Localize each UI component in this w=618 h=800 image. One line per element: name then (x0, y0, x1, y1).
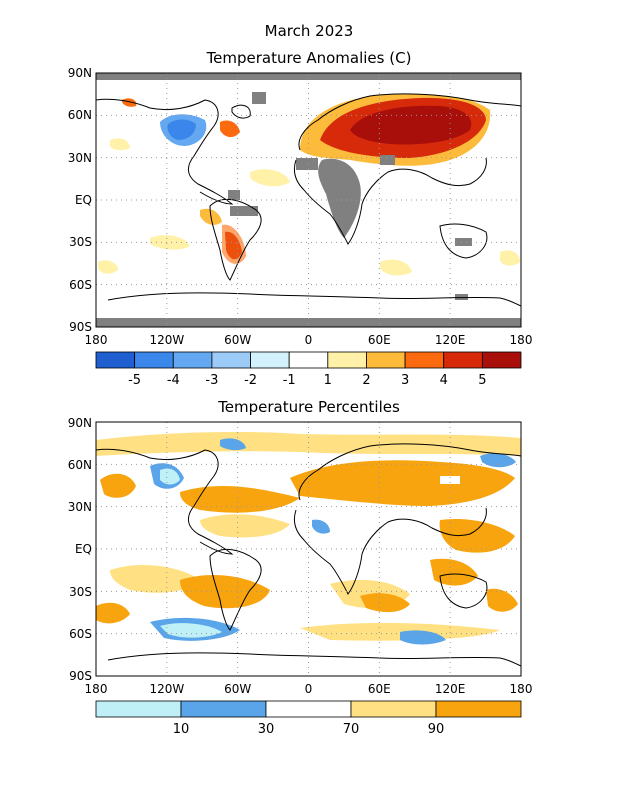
anomaly-map-title: Temperature Anomalies (C) (206, 49, 412, 67)
percentile-swatch-3 (350, 700, 437, 718)
percentile-label-90: 90 (428, 722, 445, 737)
lat-label-90n: 90N (68, 416, 92, 430)
percentile-grid-lines (96, 422, 521, 676)
missing-data-south-band (96, 318, 521, 327)
anomaly-colorbar: -5 -4 -3 -2 -1 1 2 3 4 5 (95, 351, 522, 388)
percentile-colorbar-swatches (95, 700, 522, 718)
anomaly-label-p5: 5 (478, 373, 486, 388)
anomaly-swatch-5 (288, 351, 329, 369)
missing-data-patches (228, 92, 472, 300)
anomaly-shading (98, 93, 520, 276)
lat-label-eq: EQ (75, 193, 92, 207)
anomaly-swatch-6 (327, 351, 367, 369)
anomaly-swatch-7 (366, 351, 406, 369)
lon-label-180w: 180 (85, 682, 108, 696)
anomaly-label-m3: -3 (205, 373, 218, 388)
lon-label-60e: 60E (368, 682, 391, 696)
anomaly-label-m5: -5 (128, 373, 141, 388)
anomaly-swatch-1 (134, 351, 174, 369)
anomaly-swatch-10 (481, 351, 522, 369)
anomaly-lat-axis: 90N 60N 30N EQ 30S 60S 90S (68, 66, 92, 334)
lat-label-60s: 60S (69, 627, 92, 641)
lon-label-120e: 120E (435, 682, 466, 696)
anomaly-swatch-9 (443, 351, 483, 369)
percentile-swatch-2 (265, 700, 352, 718)
percentile-label-70: 70 (343, 722, 360, 737)
lon-label-60e: 60E (368, 333, 391, 347)
percentile-swatch-4 (435, 700, 522, 718)
anomaly-swatch-8 (404, 351, 445, 369)
percentile-lon-axis: 180 120W 60W 0 60E 120E 180 (85, 682, 533, 696)
lat-label-30s: 30S (69, 235, 92, 249)
lon-label-180e: 180 (510, 333, 533, 347)
lat-label-60s: 60S (69, 278, 92, 292)
lon-label-180w: 180 (85, 333, 108, 347)
figure-title: March 2023 (265, 22, 354, 40)
lon-label-120w: 120W (149, 333, 184, 347)
anomaly-label-p1: 1 (324, 373, 332, 388)
anomaly-swatch-2 (172, 351, 213, 369)
missing-data-north-band (96, 73, 521, 80)
percentile-map-frame (95, 421, 522, 677)
lat-label-30n: 30N (68, 500, 92, 514)
lat-label-30s: 30S (69, 585, 92, 599)
anomaly-label-m2: -2 (244, 373, 257, 388)
percentile-label-10: 10 (173, 722, 190, 737)
percentile-lat-axis: 90N 60N 30N EQ 30S 60S 90S (68, 416, 92, 683)
anomaly-label-p3: 3 (401, 373, 409, 388)
lat-label-90n: 90N (68, 66, 92, 80)
anomaly-map-frame (95, 72, 522, 328)
lon-label-120w: 120W (149, 682, 184, 696)
percentile-colorbar: 10 30 70 90 (95, 700, 522, 737)
lon-label-60w: 60W (224, 682, 251, 696)
anomaly-colorbar-swatches (95, 351, 522, 369)
percentile-map (96, 422, 521, 676)
percentile-label-30: 30 (258, 722, 275, 737)
lat-label-60n: 60N (68, 458, 92, 472)
percentile-colorbar-labels: 10 30 70 90 (173, 722, 445, 737)
anomaly-label-p4: 4 (440, 373, 448, 388)
lon-label-180e: 180 (510, 682, 533, 696)
percentile-coastlines (96, 443, 521, 667)
coastlines (96, 93, 521, 307)
anomaly-swatch-3 (211, 351, 251, 369)
grid-lines (96, 73, 521, 327)
lon-label-0: 0 (305, 682, 313, 696)
percentile-map-title: Temperature Percentiles (217, 398, 400, 416)
percentile-swatch-1 (180, 700, 267, 718)
lat-label-30n: 30N (68, 151, 92, 165)
lon-label-60w: 60W (224, 333, 251, 347)
anomaly-lon-axis: 180 120W 60W 0 60E 120E 180 (85, 333, 533, 347)
lon-label-0: 0 (305, 333, 313, 347)
lat-label-90s: 90S (69, 320, 92, 334)
anomaly-swatch-4 (250, 351, 290, 369)
anomaly-colorbar-labels: -5 -4 -3 -2 -1 1 2 3 4 5 (128, 373, 486, 388)
anomaly-label-p2: 2 (362, 373, 370, 388)
percentile-swatch-0 (95, 700, 182, 718)
lat-label-eq: EQ (75, 542, 92, 556)
lon-label-120e: 120E (435, 333, 466, 347)
lat-label-90s: 90S (69, 669, 92, 683)
anomaly-label-m4: -4 (167, 373, 180, 388)
anomaly-swatch-0 (95, 351, 136, 369)
anomaly-label-m1: -1 (283, 373, 296, 388)
lat-label-60n: 60N (68, 108, 92, 122)
anomaly-map (96, 73, 521, 327)
